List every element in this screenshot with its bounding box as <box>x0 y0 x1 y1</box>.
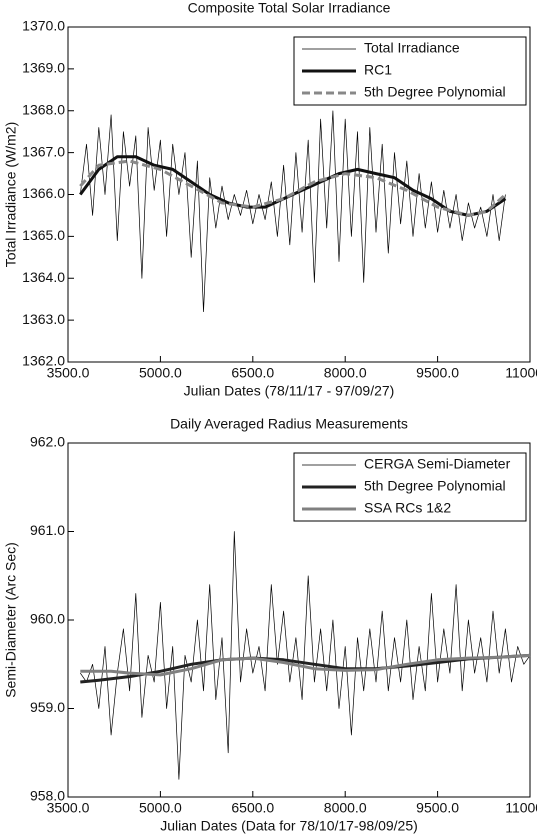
y-tick-label: 1366.0 <box>22 185 65 201</box>
chart-title: Daily Averaged Radius Measurements <box>170 416 408 432</box>
y-tick-label: 961.0 <box>30 522 65 538</box>
legend-label: SSA RCs 1&2 <box>364 500 451 516</box>
x-tick-label: 6500.0 <box>231 800 274 816</box>
data-line <box>79 110 506 313</box>
x-axis-label: Julian Dates (78/11/17 - 97/09/27) <box>184 383 395 399</box>
data-line <box>80 653 531 677</box>
y-tick-label: 1363.0 <box>22 311 65 327</box>
legend-label: CERGA Semi-Diameter <box>364 456 511 472</box>
legend-label: RC1 <box>364 62 392 78</box>
x-tick-label: 11000.0 <box>505 365 537 381</box>
y-tick-label: 1369.0 <box>22 60 65 76</box>
x-tick-label: 6500.0 <box>231 365 274 381</box>
x-tick-label: 3500.0 <box>47 365 90 381</box>
legend-label: 5th Degree Polynomial <box>364 478 506 494</box>
y-tick-label: 962.0 <box>30 434 65 450</box>
x-tick-label: 9500.0 <box>416 800 459 816</box>
data-line <box>79 159 507 217</box>
x-axis-label: Julian Dates (Data for 78/10/17-98/09/25… <box>160 818 418 834</box>
y-tick-label: 1362.0 <box>22 353 65 369</box>
y-axis-label: Total Irradiance (W/m2) <box>3 122 19 267</box>
x-tick-label: 8000.0 <box>324 365 367 381</box>
y-tick-label: 1368.0 <box>22 101 65 117</box>
y-tick-label: 1364.0 <box>22 269 65 285</box>
legend-label: 5th Degree Polynomial <box>364 84 506 100</box>
x-tick-label: 11000.0 <box>505 800 537 816</box>
x-tick-label: 9500.0 <box>416 365 459 381</box>
x-tick-label: 5000.0 <box>139 365 182 381</box>
y-tick-label: 1365.0 <box>22 227 65 243</box>
y-axis-label: Semi-Diameter (Arc Sec) <box>3 542 19 698</box>
data-line <box>80 531 531 780</box>
legend-label: Total Irradiance <box>364 40 460 56</box>
y-tick-label: 1370.0 <box>22 18 65 34</box>
y-tick-label: 959.0 <box>30 699 65 715</box>
y-tick-label: 958.0 <box>30 788 65 804</box>
x-tick-label: 3500.0 <box>47 800 90 816</box>
y-tick-label: 1367.0 <box>22 143 65 159</box>
x-tick-label: 5000.0 <box>139 800 182 816</box>
y-tick-label: 960.0 <box>30 611 65 627</box>
x-tick-label: 8000.0 <box>324 800 367 816</box>
chart-title: Composite Total Solar Irradiance <box>188 0 391 16</box>
